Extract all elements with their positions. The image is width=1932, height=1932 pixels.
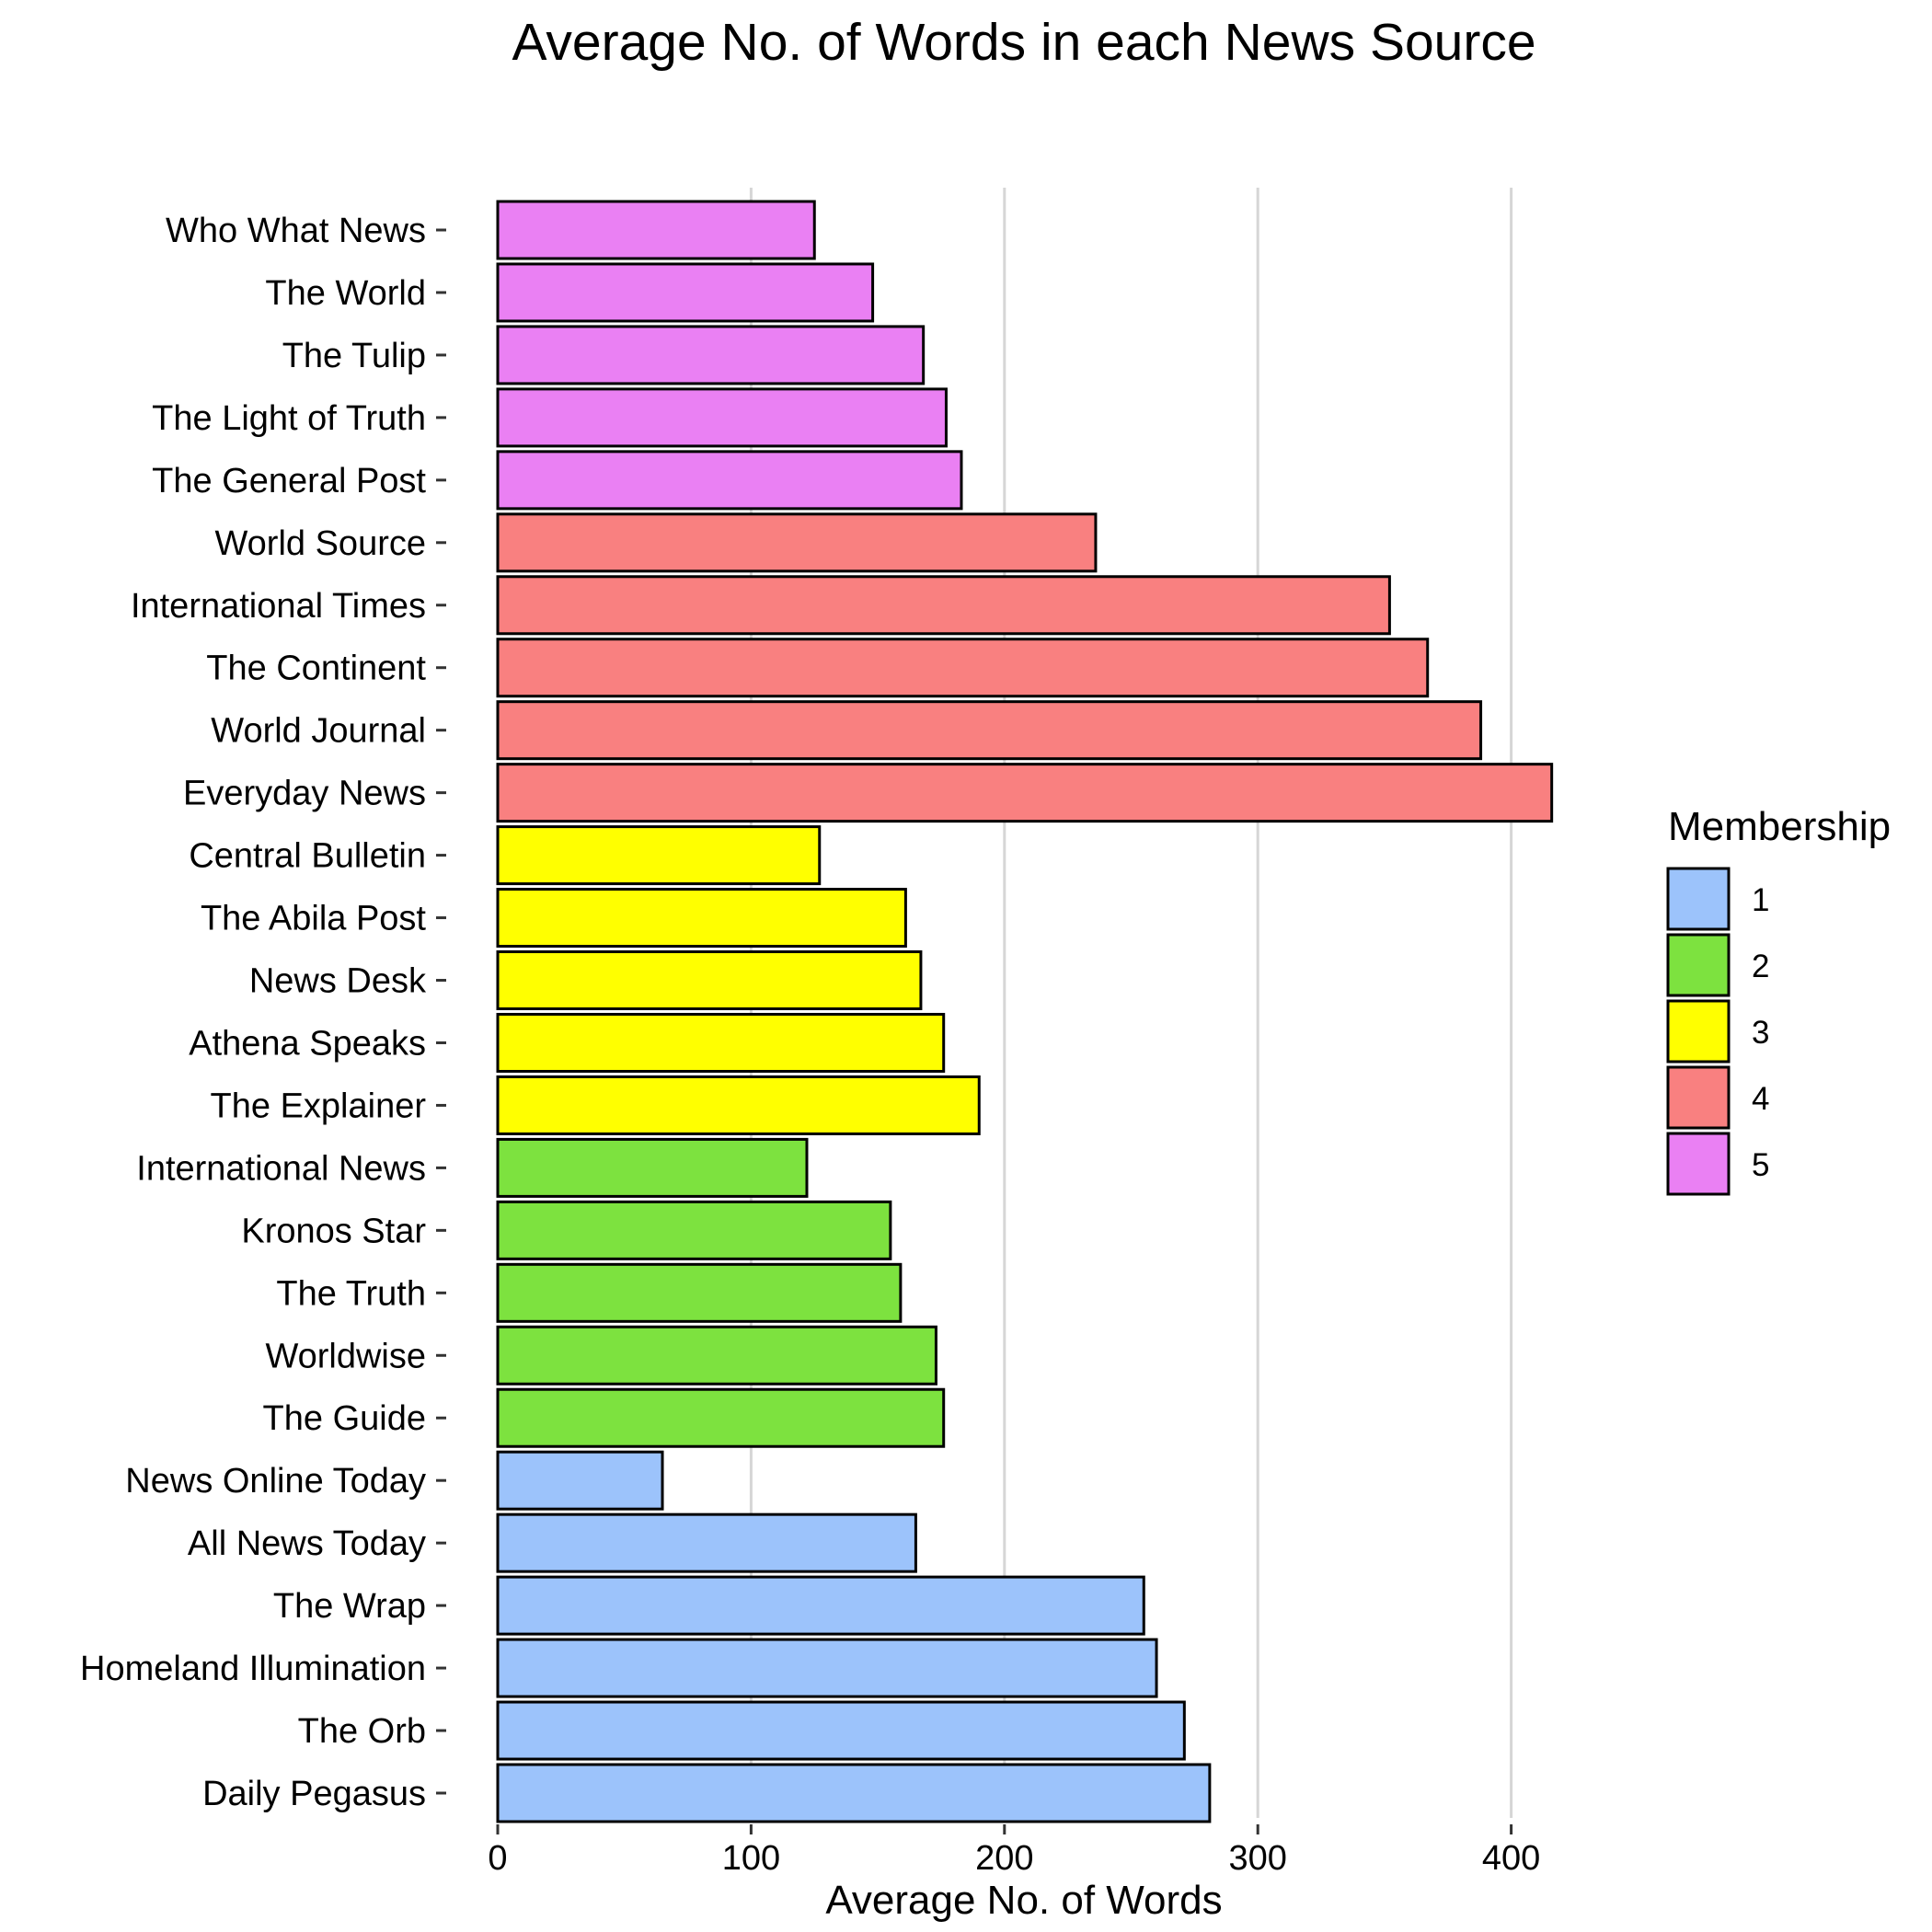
y-tick-label-worldwise: Worldwise <box>265 1337 426 1375</box>
bar-news-online-today <box>496 1450 664 1511</box>
y-tick-label-who-what-news: Who What News <box>166 212 426 250</box>
y-tick-label-international-news: International News <box>136 1149 426 1188</box>
legend-label-4: 4 <box>1752 1081 1769 1117</box>
bar-who-what-news <box>496 200 816 260</box>
bar-international-news <box>496 1137 809 1198</box>
bar-the-orb <box>496 1700 1186 1761</box>
bar-homeland-illumination <box>496 1638 1158 1698</box>
bar-central-bulletin <box>496 825 822 886</box>
bar-world-journal <box>496 700 1483 761</box>
y-tick-label-central-bulletin: Central Bulletin <box>189 837 426 876</box>
x-tick-label-100: 100 <box>722 1839 780 1878</box>
legend-title: Membership <box>1668 804 1891 849</box>
y-tick-label-the-light-of-truth: The Light of Truth <box>152 399 426 438</box>
x-tick-label-400: 400 <box>1482 1839 1540 1878</box>
bar-the-explainer <box>496 1075 981 1135</box>
y-tick-label-all-news-today: All News Today <box>188 1524 426 1563</box>
bar-the-wrap <box>496 1575 1145 1636</box>
y-tick-label-news-online-today: News Online Today <box>125 1462 426 1501</box>
y-tick-label-the-explainer: The Explainer <box>211 1087 427 1125</box>
legend-swatch-2 <box>1666 933 1731 997</box>
y-tick-label-everyday-news: Everyday News <box>183 775 426 813</box>
y-tick-label-homeland-illumination: Homeland Illumination <box>80 1650 426 1688</box>
bar-international-times <box>496 575 1391 636</box>
bar-world-source <box>496 512 1098 573</box>
y-tick-label-the-truth: The Truth <box>276 1274 426 1313</box>
legend-swatch-4 <box>1666 1065 1731 1130</box>
y-axis: Who What News The World The Tulip The Light… <box>80 212 446 1813</box>
y-tick-label-the-abila-post: The Abila Post <box>201 900 426 938</box>
y-tick-label-the-continent: The Continent <box>206 650 426 688</box>
x-axis-title: Average No. of Words <box>825 1878 1222 1923</box>
legend-label-2: 2 <box>1752 949 1769 984</box>
y-tick-label-the-guide: The Guide <box>263 1399 426 1438</box>
y-tick-label-world-journal: World Journal <box>211 712 426 751</box>
legend: Membership 1 2 3 4 5 <box>1666 804 1891 1196</box>
bar-the-truth <box>496 1262 903 1323</box>
bar-kronos-star <box>496 1200 892 1260</box>
y-tick-label-the-tulip: The Tulip <box>282 337 426 375</box>
bar-the-world <box>496 262 875 323</box>
bar-athena-speaks <box>496 1012 946 1073</box>
y-tick-label-the-orb: The Orb <box>298 1712 426 1751</box>
chart-title: Average No. of Words in each News Source <box>512 13 1535 72</box>
legend-swatch-1 <box>1666 867 1731 931</box>
x-tick-label-0: 0 <box>488 1839 507 1878</box>
legend-swatch-3 <box>1666 999 1731 1064</box>
bars <box>496 200 1554 1823</box>
bar-the-general-post <box>496 450 963 511</box>
legend-swatch-5 <box>1666 1132 1731 1196</box>
legend-label-1: 1 <box>1752 882 1769 918</box>
bar-the-abila-post <box>496 888 907 949</box>
y-tick-label-the-wrap: The Wrap <box>273 1587 426 1626</box>
bar-the-light-of-truth <box>496 387 948 448</box>
y-tick-label-kronos-star: Kronos Star <box>241 1212 426 1250</box>
legend-label-3: 3 <box>1752 1015 1769 1051</box>
bar-daily-pegasus <box>496 1763 1212 1823</box>
x-tick-label-200: 200 <box>975 1839 1033 1878</box>
bar-everyday-news <box>496 763 1554 823</box>
x-axis: 0 100 200 300 400 <box>488 1824 1540 1878</box>
y-tick-label-international-times: International Times <box>131 587 426 626</box>
y-tick-label-world-source: World Source <box>214 524 426 563</box>
bar-the-continent <box>496 638 1430 698</box>
y-tick-label-news-desk: News Desk <box>249 962 427 1001</box>
bar-worldwise <box>496 1325 937 1386</box>
legend-label-5: 5 <box>1752 1147 1769 1183</box>
x-tick-label-300: 300 <box>1228 1839 1286 1878</box>
y-tick-label-the-world: The World <box>265 274 426 313</box>
bar-all-news-today <box>496 1512 917 1573</box>
y-tick-label-daily-pegasus: Daily Pegasus <box>202 1775 426 1813</box>
bar-the-guide <box>496 1387 946 1448</box>
bar-the-tulip <box>496 325 926 385</box>
y-tick-label-athena-speaks: Athena Speaks <box>189 1024 426 1063</box>
bar-news-desk <box>496 950 923 1011</box>
y-tick-label-the-general-post: The General Post <box>152 462 426 500</box>
